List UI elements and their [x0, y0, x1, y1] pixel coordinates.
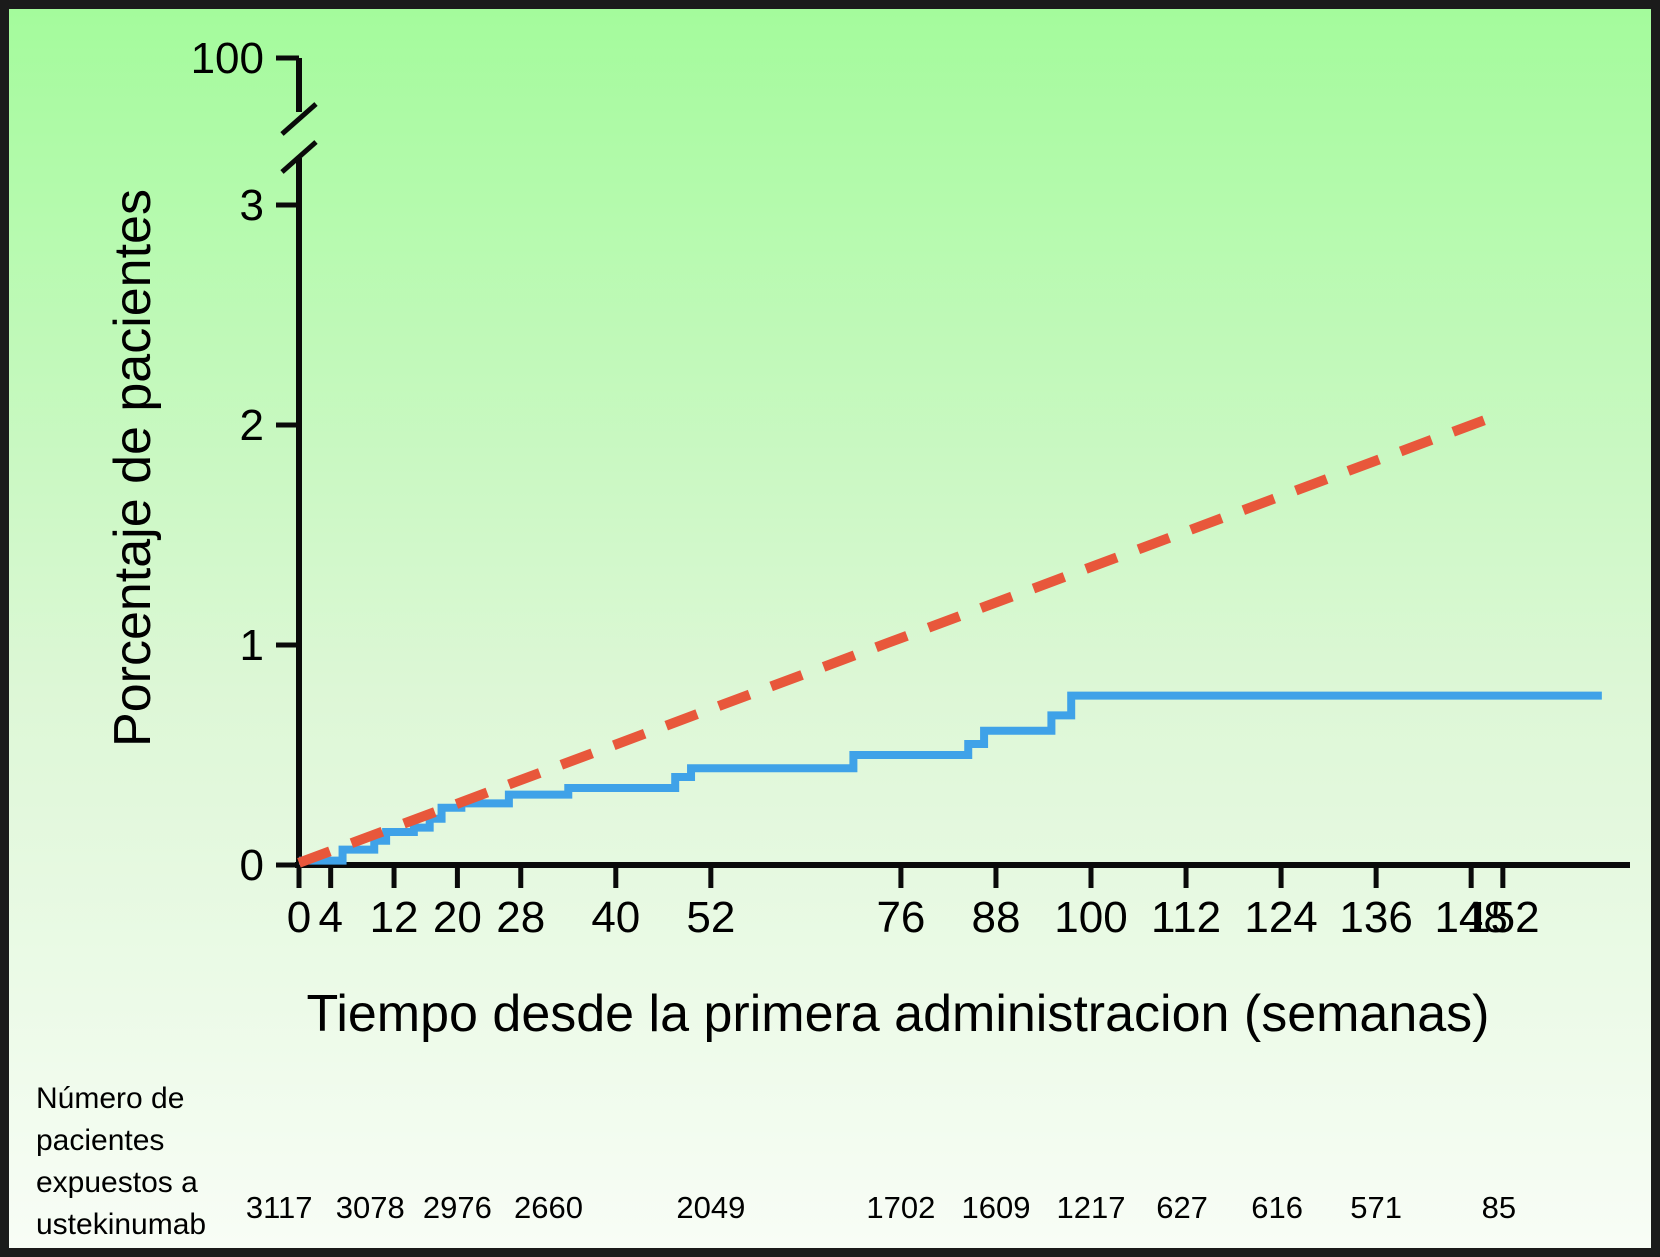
at-risk-count: 616 — [1251, 1190, 1303, 1225]
x-tick-label: 88 — [971, 893, 1020, 942]
at-risk-caption: Número de pacientes expuestos a ustekinu… — [36, 1078, 206, 1246]
at-risk-caption-line: pacientes — [36, 1124, 165, 1157]
x-tick-label: 28 — [496, 893, 545, 942]
expected-dashed-line — [297, 411, 1497, 868]
at-risk-count: 2049 — [676, 1190, 745, 1225]
x-tick-label: 148 — [1434, 893, 1507, 942]
x-axis-title: Tiempo desde la primera administracion (… — [306, 985, 1490, 1043]
x-tick-label: 12 — [370, 893, 419, 942]
at-risk-caption-line: expuestos a — [36, 1166, 198, 1199]
at-risk-count: 2976 — [423, 1190, 492, 1225]
y-tick-label: 1 — [240, 621, 264, 670]
at-risk-count: 85 — [1482, 1190, 1516, 1225]
x-tick-label: 136 — [1339, 893, 1412, 942]
at-risk-count: 3078 — [336, 1190, 405, 1225]
observed-step-line — [299, 691, 1602, 865]
at-risk-count: 1217 — [1057, 1190, 1126, 1225]
at-risk-count: 627 — [1156, 1190, 1208, 1225]
x-tick-label: 152 — [1466, 893, 1539, 942]
x-tick-label: 4 — [318, 893, 342, 942]
at-risk-count: 3117 — [246, 1190, 313, 1225]
at-risk-count: 2660 — [514, 1190, 583, 1225]
at-risk-count: 1702 — [866, 1190, 935, 1225]
x-tick-label: 0 — [287, 893, 311, 942]
at-risk-caption-line: Número de — [36, 1082, 185, 1115]
at-risk-caption-line: ustekinumab — [36, 1208, 207, 1241]
axis-break-slash — [280, 140, 318, 174]
y-axis-title: Porcentaje de pacientes — [104, 189, 162, 747]
at-risk-count: 571 — [1350, 1190, 1402, 1225]
x-tick-label: 100 — [1054, 893, 1127, 942]
x-tick-label: 52 — [686, 893, 735, 942]
at-risk-count: 1609 — [961, 1190, 1030, 1225]
y-tick-label: 0 — [240, 841, 264, 890]
x-tick-label: 124 — [1244, 893, 1317, 942]
x-tick-label: 20 — [433, 893, 482, 942]
y-tick-label: 2 — [240, 401, 264, 450]
x-tick-label: 76 — [876, 893, 925, 942]
axis-break-slash — [280, 102, 318, 136]
y-tick-label-break: 100 — [191, 34, 264, 83]
x-tick-label: 40 — [591, 893, 640, 942]
y-tick-label: 3 — [240, 181, 264, 230]
x-tick-label: 112 — [1151, 893, 1221, 942]
